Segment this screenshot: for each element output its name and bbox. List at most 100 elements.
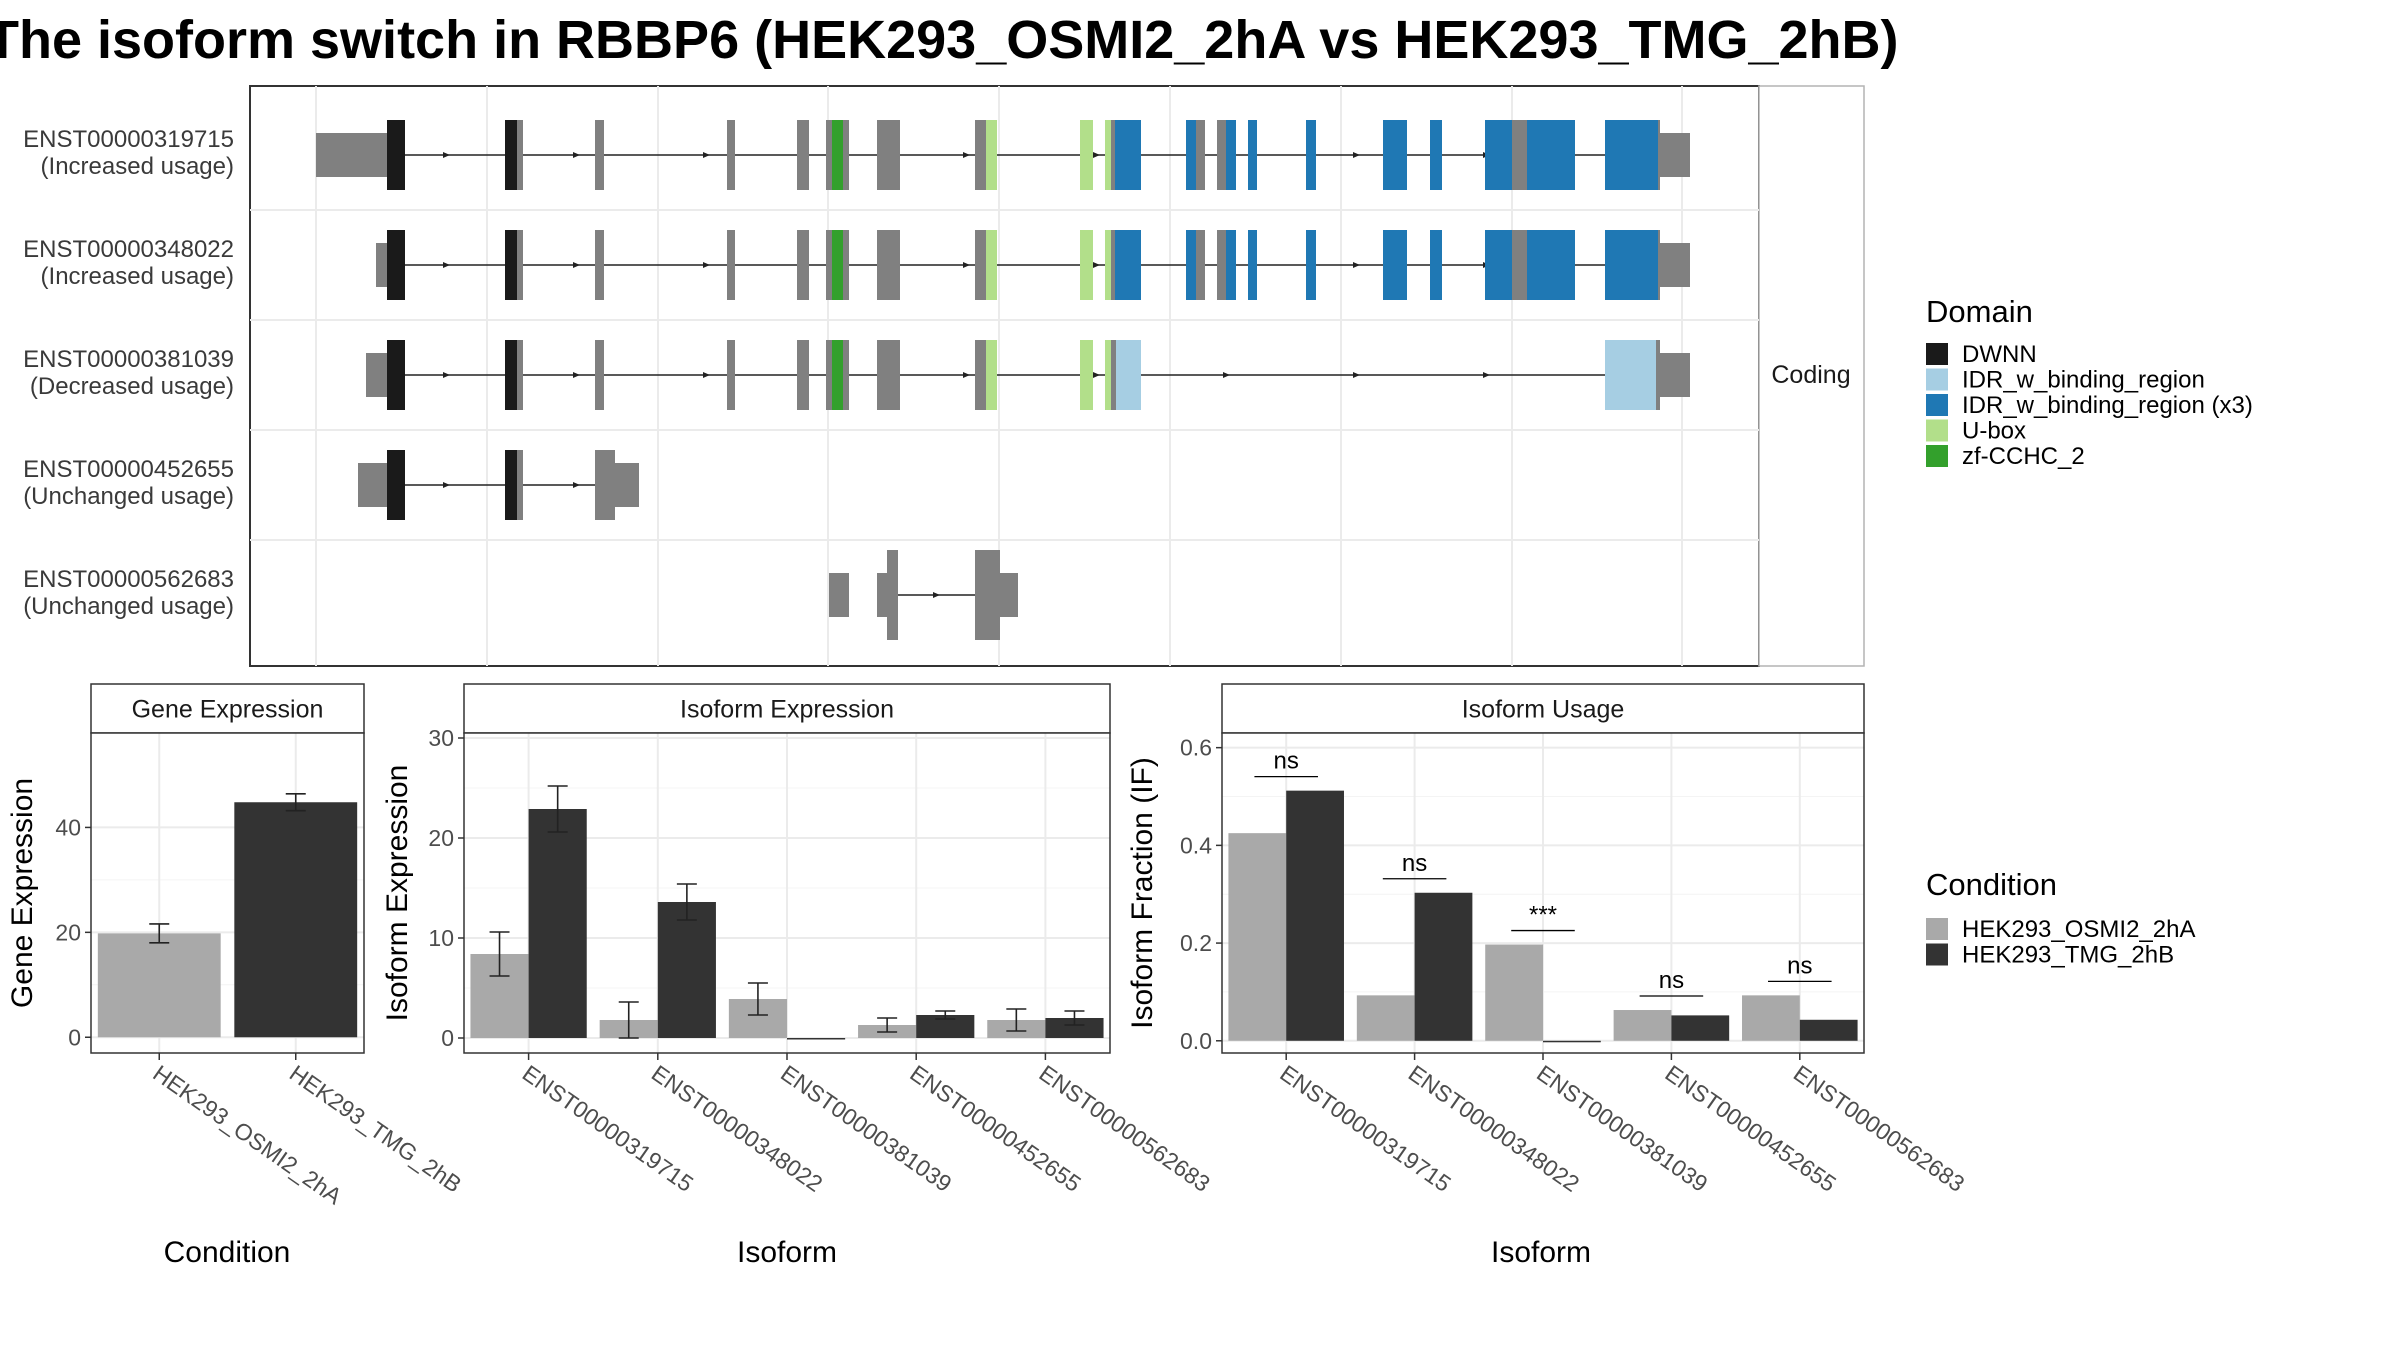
exon-segment [975, 550, 1000, 640]
exon-segment [595, 450, 615, 520]
exon-segment [727, 230, 735, 300]
exon-segment [1248, 120, 1257, 190]
isoform-row-usage: (Increased usage) [41, 263, 234, 290]
intron-arrow [1353, 262, 1360, 268]
isoform-row-usage: (Unchanged usage) [23, 483, 234, 510]
exon-segment [1605, 340, 1656, 410]
intron-arrow [963, 262, 970, 268]
intron-arrow [443, 482, 450, 488]
exon-segment [387, 450, 405, 520]
exon-segment [316, 133, 387, 177]
gene-expression-panel: Gene Expression02040HEK293_OSMI2_2hAHEK2… [6, 683, 466, 1269]
intron-arrow [1093, 372, 1100, 378]
exon-segment [505, 450, 517, 520]
intron-arrow [963, 372, 970, 378]
exon-segment [843, 120, 849, 190]
exon-segment [1186, 120, 1196, 190]
bar [1799, 1019, 1858, 1041]
exon-segment [1658, 120, 1660, 190]
exon-segment [1000, 573, 1018, 617]
bar [234, 802, 358, 1038]
exon-segment [832, 340, 843, 410]
exon-segment [517, 450, 523, 520]
isoform-expression-panel: Isoform Expression0102030ENST00000319715… [381, 683, 1215, 1269]
y-axis-title: Isoform Fraction (IF) [1126, 757, 1159, 1029]
exon-segment [505, 340, 517, 410]
exon-segment [829, 573, 849, 617]
isoform-row-usage: (Decreased usage) [30, 373, 234, 400]
bar [1356, 995, 1415, 1041]
y-tick-label: 0 [68, 1024, 81, 1050]
intron-arrow [1093, 262, 1100, 268]
condition-legend-label: HEK293_OSMI2_2hA [1962, 916, 2195, 943]
exon-segment [517, 340, 523, 410]
domain-legend-title: Domain [1926, 294, 2033, 329]
exon-segment [1660, 133, 1690, 177]
y-tick-label: 0.4 [1180, 832, 1212, 858]
exon-segment [1485, 120, 1512, 190]
panel-strip-label: Gene Expression [132, 696, 324, 724]
domain-legend-key [1926, 445, 1948, 467]
x-axis-title: Condition [164, 1236, 291, 1269]
figure-title: The isoform switch in RBBP6 (HEK293_OSMI… [0, 10, 1899, 70]
exon-segment [1248, 230, 1257, 300]
exon-segment [1196, 120, 1205, 190]
exon-segment [826, 340, 832, 410]
x-axis-title: Isoform [737, 1236, 837, 1269]
exon-segment [358, 463, 387, 507]
domain-legend-label: DWNN [1962, 341, 2037, 368]
y-tick-label: 0.0 [1180, 1028, 1212, 1054]
exon-segment [387, 230, 405, 300]
y-axis-title: Isoform Expression [381, 765, 414, 1022]
domain-legend: Domain DWNNIDR_w_binding_regionIDR_w_bin… [1926, 294, 2253, 470]
domain-legend-label: zf-CCHC_2 [1962, 443, 2085, 470]
exon-segment [1105, 340, 1111, 410]
exon-segment [1105, 230, 1111, 300]
intron-arrow [443, 262, 450, 268]
exon-segment [877, 573, 887, 617]
exon-segment [505, 230, 517, 300]
exon-segment [505, 120, 517, 190]
exon-segment [975, 230, 986, 300]
exon-segment [797, 120, 809, 190]
intron-arrow [573, 482, 580, 488]
exon-segment [1660, 243, 1690, 287]
exon-segment [975, 340, 986, 410]
exon-segment [595, 340, 604, 410]
bar [787, 1038, 846, 1040]
domain-legend-label: IDR_w_binding_region (x3) [1962, 392, 2253, 419]
exon-segment [595, 120, 604, 190]
intron-arrow [1093, 152, 1100, 158]
structure-row-labels: ENST00000319715(Increased usage)ENST0000… [23, 126, 234, 620]
exon-segment [1080, 340, 1093, 410]
bar [1228, 833, 1287, 1041]
bar [1485, 944, 1543, 1041]
exon-segment [387, 120, 405, 190]
intron-arrow [573, 262, 580, 268]
exon-segment [1512, 120, 1527, 190]
exon-segment [843, 340, 849, 410]
isoform-row-id: ENST00000562683 [23, 566, 234, 593]
exon-segment [986, 340, 997, 410]
exon-segment [975, 120, 986, 190]
y-tick-label: 0 [441, 1025, 454, 1051]
exon-segment [843, 230, 849, 300]
structure-tracks [316, 120, 1690, 640]
condition-legend-title: Condition [1926, 867, 2057, 902]
exon-segment [826, 230, 832, 300]
exon-segment [1217, 120, 1226, 190]
bar [1414, 892, 1473, 1041]
exon-segment [797, 230, 809, 300]
exon-segment [1186, 230, 1196, 300]
exon-segment [727, 340, 735, 410]
domain-legend-key [1926, 368, 1948, 391]
panel-strip-label: Isoform Usage [1462, 696, 1625, 724]
exon-segment [1080, 120, 1093, 190]
exon-segment [1660, 353, 1690, 397]
panel-strip [463, 683, 1111, 734]
exon-segment [1105, 120, 1111, 190]
intron-arrow [573, 372, 580, 378]
intron-arrow [703, 152, 710, 158]
exon-segment [387, 340, 405, 410]
